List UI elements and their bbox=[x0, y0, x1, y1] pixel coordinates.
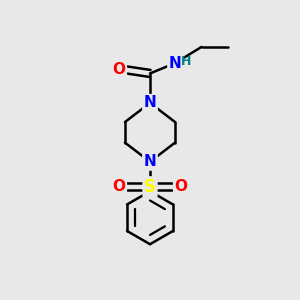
Text: S: S bbox=[144, 178, 156, 196]
Text: O: O bbox=[112, 179, 126, 194]
Text: N: N bbox=[144, 95, 156, 110]
Text: O: O bbox=[112, 61, 126, 76]
Text: N: N bbox=[144, 154, 156, 169]
Text: N: N bbox=[169, 56, 182, 70]
Text: H: H bbox=[181, 55, 191, 68]
Text: O: O bbox=[174, 179, 188, 194]
